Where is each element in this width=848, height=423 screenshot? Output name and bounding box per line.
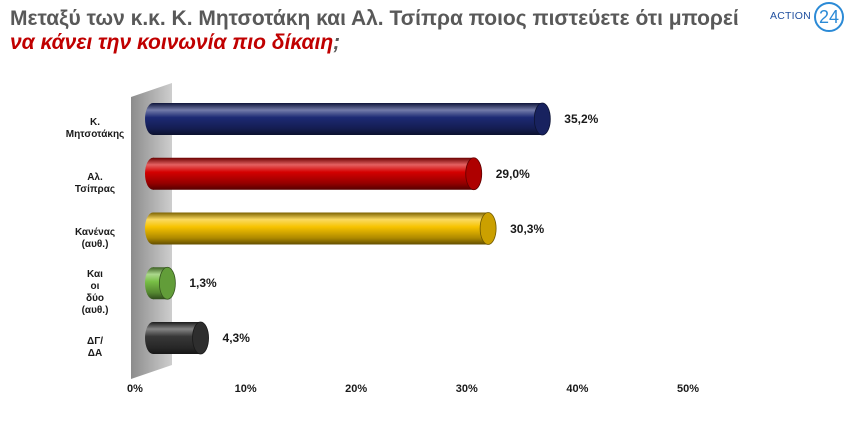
bar <box>145 212 497 245</box>
logo-text: ACTION <box>770 10 811 22</box>
data-label: 35,2% <box>564 112 599 126</box>
bar-body <box>153 157 474 190</box>
bar <box>145 266 176 300</box>
bar <box>145 102 551 136</box>
bar-end-cap <box>158 266 176 300</box>
x-tick-label: 20% <box>345 383 368 395</box>
bar <box>145 321 209 355</box>
chart-title-line1: Μεταξύ των κ.κ. Κ. Μητσοτάκη και Αλ. Τσί… <box>10 7 739 30</box>
x-tick-label: 0% <box>127 383 143 395</box>
x-tick-label: 40% <box>566 383 589 395</box>
chart-title-end: ; <box>333 31 341 54</box>
action24-logo: ACTION 24 <box>770 2 846 34</box>
bar-end-cap <box>192 321 209 355</box>
bar-body <box>153 103 543 135</box>
chart-title-line2: να κάνει την κοινωνία πιο δίκαιη; <box>10 31 739 55</box>
chart-title-highlight: να κάνει την κοινωνία πιο δίκαιη <box>10 31 334 54</box>
bar <box>145 157 483 191</box>
x-tick-label: 30% <box>455 383 478 395</box>
data-label: 1,3% <box>189 276 217 291</box>
category-label: Αλ. Τσίπρας <box>74 171 116 195</box>
bar-body <box>153 212 489 245</box>
bar-end-cap <box>533 102 551 136</box>
category-label: Κ. Μητσοτάκης <box>65 117 125 140</box>
data-label: 4,3% <box>222 331 250 345</box>
bar-end-cap <box>479 212 497 245</box>
logo-ring: 24 <box>814 2 844 32</box>
chart-title: Μεταξύ των κ.κ. Κ. Μητσοτάκη και Αλ. Τσί… <box>10 7 739 55</box>
x-tick-label: 50% <box>676 383 700 395</box>
bar-end-cap <box>465 157 483 191</box>
category-label: ΔΓ/ΔΑ <box>87 336 103 359</box>
category-label: Κανένας (αυθ.) <box>74 226 116 250</box>
data-label: 29,0% <box>495 166 530 181</box>
category-label: Και οι δύο (αυθ.) <box>81 269 109 317</box>
x-tick-label: 10% <box>234 383 257 395</box>
data-label: 30,3% <box>510 221 545 236</box>
logo-number: 24 <box>818 7 840 27</box>
